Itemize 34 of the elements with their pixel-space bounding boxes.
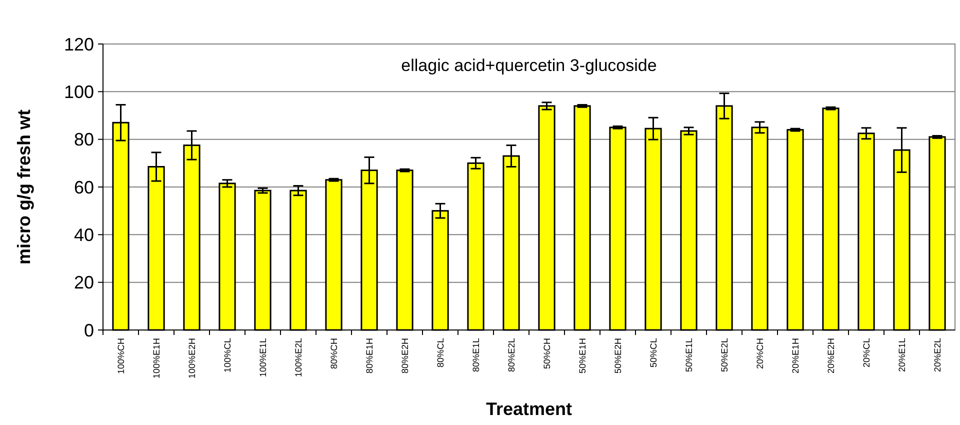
x-tick-label: 80%CL <box>435 338 446 368</box>
x-tick-label: 50%E1H <box>577 338 588 374</box>
y-tick-label: 20 <box>74 272 94 293</box>
x-tick-label: 100%E1L <box>258 338 268 378</box>
y-tick-label: 40 <box>74 224 94 245</box>
x-tick-label: 80%CH <box>328 338 339 370</box>
x-axis-title: Treatment <box>486 399 572 419</box>
x-tick-label: 100%E2L <box>293 338 304 378</box>
x-tick-label: 100%CL <box>222 338 232 373</box>
y-tick-label: 120 <box>64 34 94 54</box>
x-tick-label: 80%E2L <box>506 338 516 372</box>
y-tick-label: 100 <box>64 82 94 102</box>
text: ellagic acid+quercetin 3-glucoside <box>401 56 657 75</box>
x-tick-label: 50%E2L <box>719 338 730 372</box>
x-tick-label: 80%E1H <box>364 338 374 374</box>
x-tick-label: 100%CH <box>116 338 126 374</box>
x-tick-label: 20%E1H <box>790 338 800 374</box>
x-tick-label: 50%E2H <box>612 338 623 374</box>
y-tick-label: 80 <box>74 130 94 150</box>
x-tick-label: 20%CL <box>861 338 872 368</box>
x-tick-label: 50%CL <box>648 338 658 368</box>
x-tick-label: 100%E1H <box>151 338 162 379</box>
x-tick-label: 20%E1L <box>896 338 907 372</box>
x-tick-label: 50%CH <box>542 338 552 370</box>
x-tick-label: 50%E1L <box>684 338 694 372</box>
x-tick-label: 80%E2H <box>400 338 410 374</box>
x-tick-label: 20%E2H <box>826 338 836 374</box>
x-tick-label: 20%CH <box>754 338 765 370</box>
x-tick-label: 100%E2H <box>186 338 197 379</box>
y-tick-label: 60 <box>74 177 94 198</box>
y-tick-label: 0 <box>84 320 94 340</box>
x-tick-label: 80%E1L <box>470 338 481 372</box>
y-axis-title: micro g/g fresh wt <box>14 109 34 265</box>
x-tick-label: 20%E2L <box>932 338 942 372</box>
